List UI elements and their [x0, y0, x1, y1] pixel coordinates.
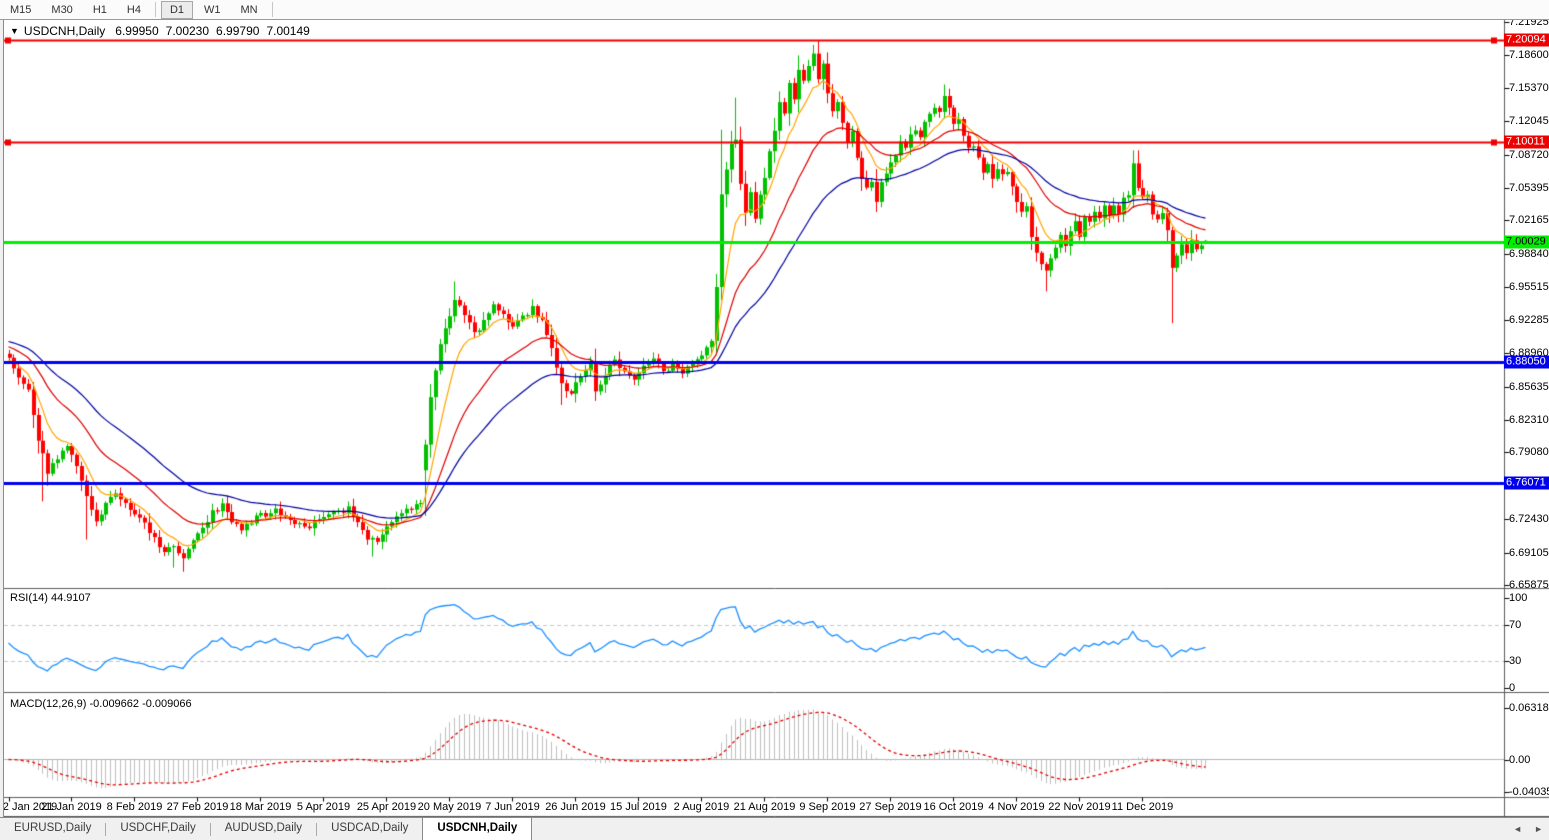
tab-separator — [105, 823, 107, 836]
rsi-tick-label: 70 — [1509, 619, 1522, 631]
date-tick-label: 8 Feb 2019 — [106, 801, 163, 813]
chart-tab-usdcnh[interactable]: USDCNH,Daily — [422, 818, 533, 840]
price-tick-label: 7.12045 — [1509, 115, 1549, 128]
toolbar-separator — [271, 2, 273, 17]
tab-separator — [316, 823, 318, 836]
chart-tab-usdcad[interactable]: USDCAD,Daily — [331, 822, 409, 834]
macd-tick-label: 0.063184 — [1509, 702, 1549, 715]
timeframe-button-m30[interactable]: M30 — [51, 3, 73, 16]
price-line-badge: 6.76071 — [1504, 476, 1549, 490]
date-tick-label: 11 Dec 2019 — [1111, 801, 1174, 813]
price-line-badge: 6.88050 — [1504, 355, 1549, 369]
date-tick-label: 27 Feb 2019 — [166, 801, 229, 813]
date-tick-label: 27 Sep 2019 — [859, 801, 922, 813]
macd-panel-label: MACD(12,26,9) -0.009662 -0.009066 — [10, 698, 192, 710]
tab-separator — [209, 823, 211, 836]
chart-tab-bar: EURUSD,Daily USDCHF,Daily AUDUSD,Daily USDC… — [0, 817, 1549, 840]
tab-spacer — [532, 818, 1507, 840]
price-tick-label: 6.95515 — [1509, 281, 1549, 294]
quote-low: 6.99790 — [216, 24, 260, 38]
timeframe-button-h1[interactable]: H1 — [92, 3, 107, 16]
price-line-badge: 7.20094 — [1504, 33, 1549, 47]
rsi-tick-label: 100 — [1509, 592, 1528, 604]
date-tick-label: 5 Apr 2019 — [296, 801, 351, 813]
date-tick-label: 18 Mar 2019 — [229, 801, 292, 813]
chart-tab-eurusd[interactable]: EURUSD,Daily — [14, 822, 92, 834]
price-line-badge: 7.10011 — [1504, 135, 1549, 149]
rsi-panel-label: RSI(14) 44.9107 — [10, 592, 91, 604]
quote-open: 6.99950 — [115, 24, 159, 38]
timeframe-toolbar: M15 M30 H1 H4 D1 W1 MN — [0, 0, 1549, 20]
timeframe-button-m15[interactable]: M15 — [10, 3, 32, 16]
price-tick-label: 6.98840 — [1509, 247, 1549, 260]
date-tick-label: 20 May 2019 — [417, 801, 482, 813]
date-tick-label: 9 Sep 2019 — [799, 801, 856, 813]
date-tick-label: 2 Jan 2019 — [2, 801, 58, 813]
price-tick-label: 7.18600 — [1509, 49, 1549, 62]
price-tick-label: 6.82310 — [1509, 413, 1549, 426]
timeframe-button-mn[interactable]: MN — [240, 3, 258, 16]
date-tick-label: 22 Nov 2019 — [1048, 801, 1111, 813]
price-tick-label: 6.69105 — [1509, 546, 1549, 559]
date-tick-label: 2 Aug 2019 — [673, 801, 730, 813]
date-tick-label: 25 Apr 2019 — [356, 801, 417, 813]
date-tick-label: 26 Jun 2019 — [545, 801, 606, 813]
price-tick-label: 6.79080 — [1509, 446, 1549, 459]
quote-close: 7.00149 — [266, 24, 310, 38]
chart-symbol-label: USDCNH,Daily — [23, 24, 106, 38]
date-tick-label: 7 Jun 2019 — [485, 801, 540, 813]
macd-indicator-name: MACD(12,26,9) — [10, 698, 87, 710]
window-left-border — [0, 19, 4, 840]
rsi-tick-label: 30 — [1509, 655, 1522, 667]
chart-header: ▼ USDCNH,Daily 6.99950 7.00230 6.99790 7… — [10, 24, 317, 38]
rsi-tick-label: 0 — [1509, 682, 1516, 694]
price-tick-label: 7.02165 — [1509, 214, 1549, 227]
price-tick-label: 7.05395 — [1509, 182, 1549, 195]
tab-scroll-right-icon[interactable]: ► — [1534, 824, 1543, 834]
timeframe-button-w1[interactable]: W1 — [204, 3, 221, 16]
date-tick-label: 21 Aug 2019 — [733, 801, 796, 813]
chart-tab-audusd[interactable]: AUDUSD,Daily — [224, 822, 303, 834]
price-tick-label: 6.65875 — [1509, 579, 1549, 591]
price-tick-label: 6.92285 — [1509, 313, 1549, 326]
macd-tick-label: -0.040355 — [1509, 786, 1549, 799]
timeframe-button-h4[interactable]: H4 — [126, 3, 141, 16]
toolbar-separator — [154, 2, 156, 17]
symbol-dropdown-icon[interactable]: ▼ — [10, 26, 19, 36]
tab-scroll-left-icon[interactable]: ◄ — [1513, 824, 1523, 834]
date-tick-label: 16 Oct 2019 — [923, 801, 984, 813]
date-tick-label: 21 Jan 2019 — [41, 801, 102, 813]
price-tick-label: 6.85635 — [1509, 380, 1549, 393]
quote-high: 7.00230 — [165, 24, 210, 38]
price-tick-label: 7.15370 — [1509, 81, 1549, 94]
price-tick-label: 6.72430 — [1509, 513, 1549, 526]
rsi-indicator-value: 44.9107 — [50, 592, 91, 604]
chart-tab-usdchf[interactable]: USDCHF,Daily — [120, 822, 196, 834]
price-tick-label: 7.08720 — [1509, 148, 1549, 161]
price-line-badge: 7.00029 — [1504, 235, 1549, 249]
timeframe-button-d1[interactable]: D1 — [160, 0, 193, 19]
date-tick-label: 4 Nov 2019 — [988, 801, 1045, 813]
rsi-indicator-name: RSI(14) — [10, 592, 48, 604]
macd-tick-label: 0.00 — [1509, 753, 1531, 766]
macd-indicator-values: -0.009662 -0.009066 — [89, 698, 192, 710]
date-tick-label: 15 Jul 2019 — [610, 801, 667, 813]
